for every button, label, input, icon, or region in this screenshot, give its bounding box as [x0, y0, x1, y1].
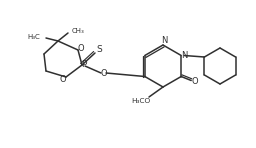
Text: O: O — [101, 69, 107, 78]
Text: N: N — [181, 51, 187, 60]
Text: O: O — [78, 44, 84, 53]
Text: O: O — [60, 74, 66, 83]
Text: O: O — [192, 77, 198, 86]
Text: N: N — [161, 36, 167, 45]
Text: H₃CO: H₃CO — [131, 98, 151, 104]
Text: P: P — [81, 59, 87, 69]
Text: CH₃: CH₃ — [72, 28, 85, 34]
Text: H₃C: H₃C — [27, 34, 40, 40]
Text: S: S — [96, 45, 102, 53]
